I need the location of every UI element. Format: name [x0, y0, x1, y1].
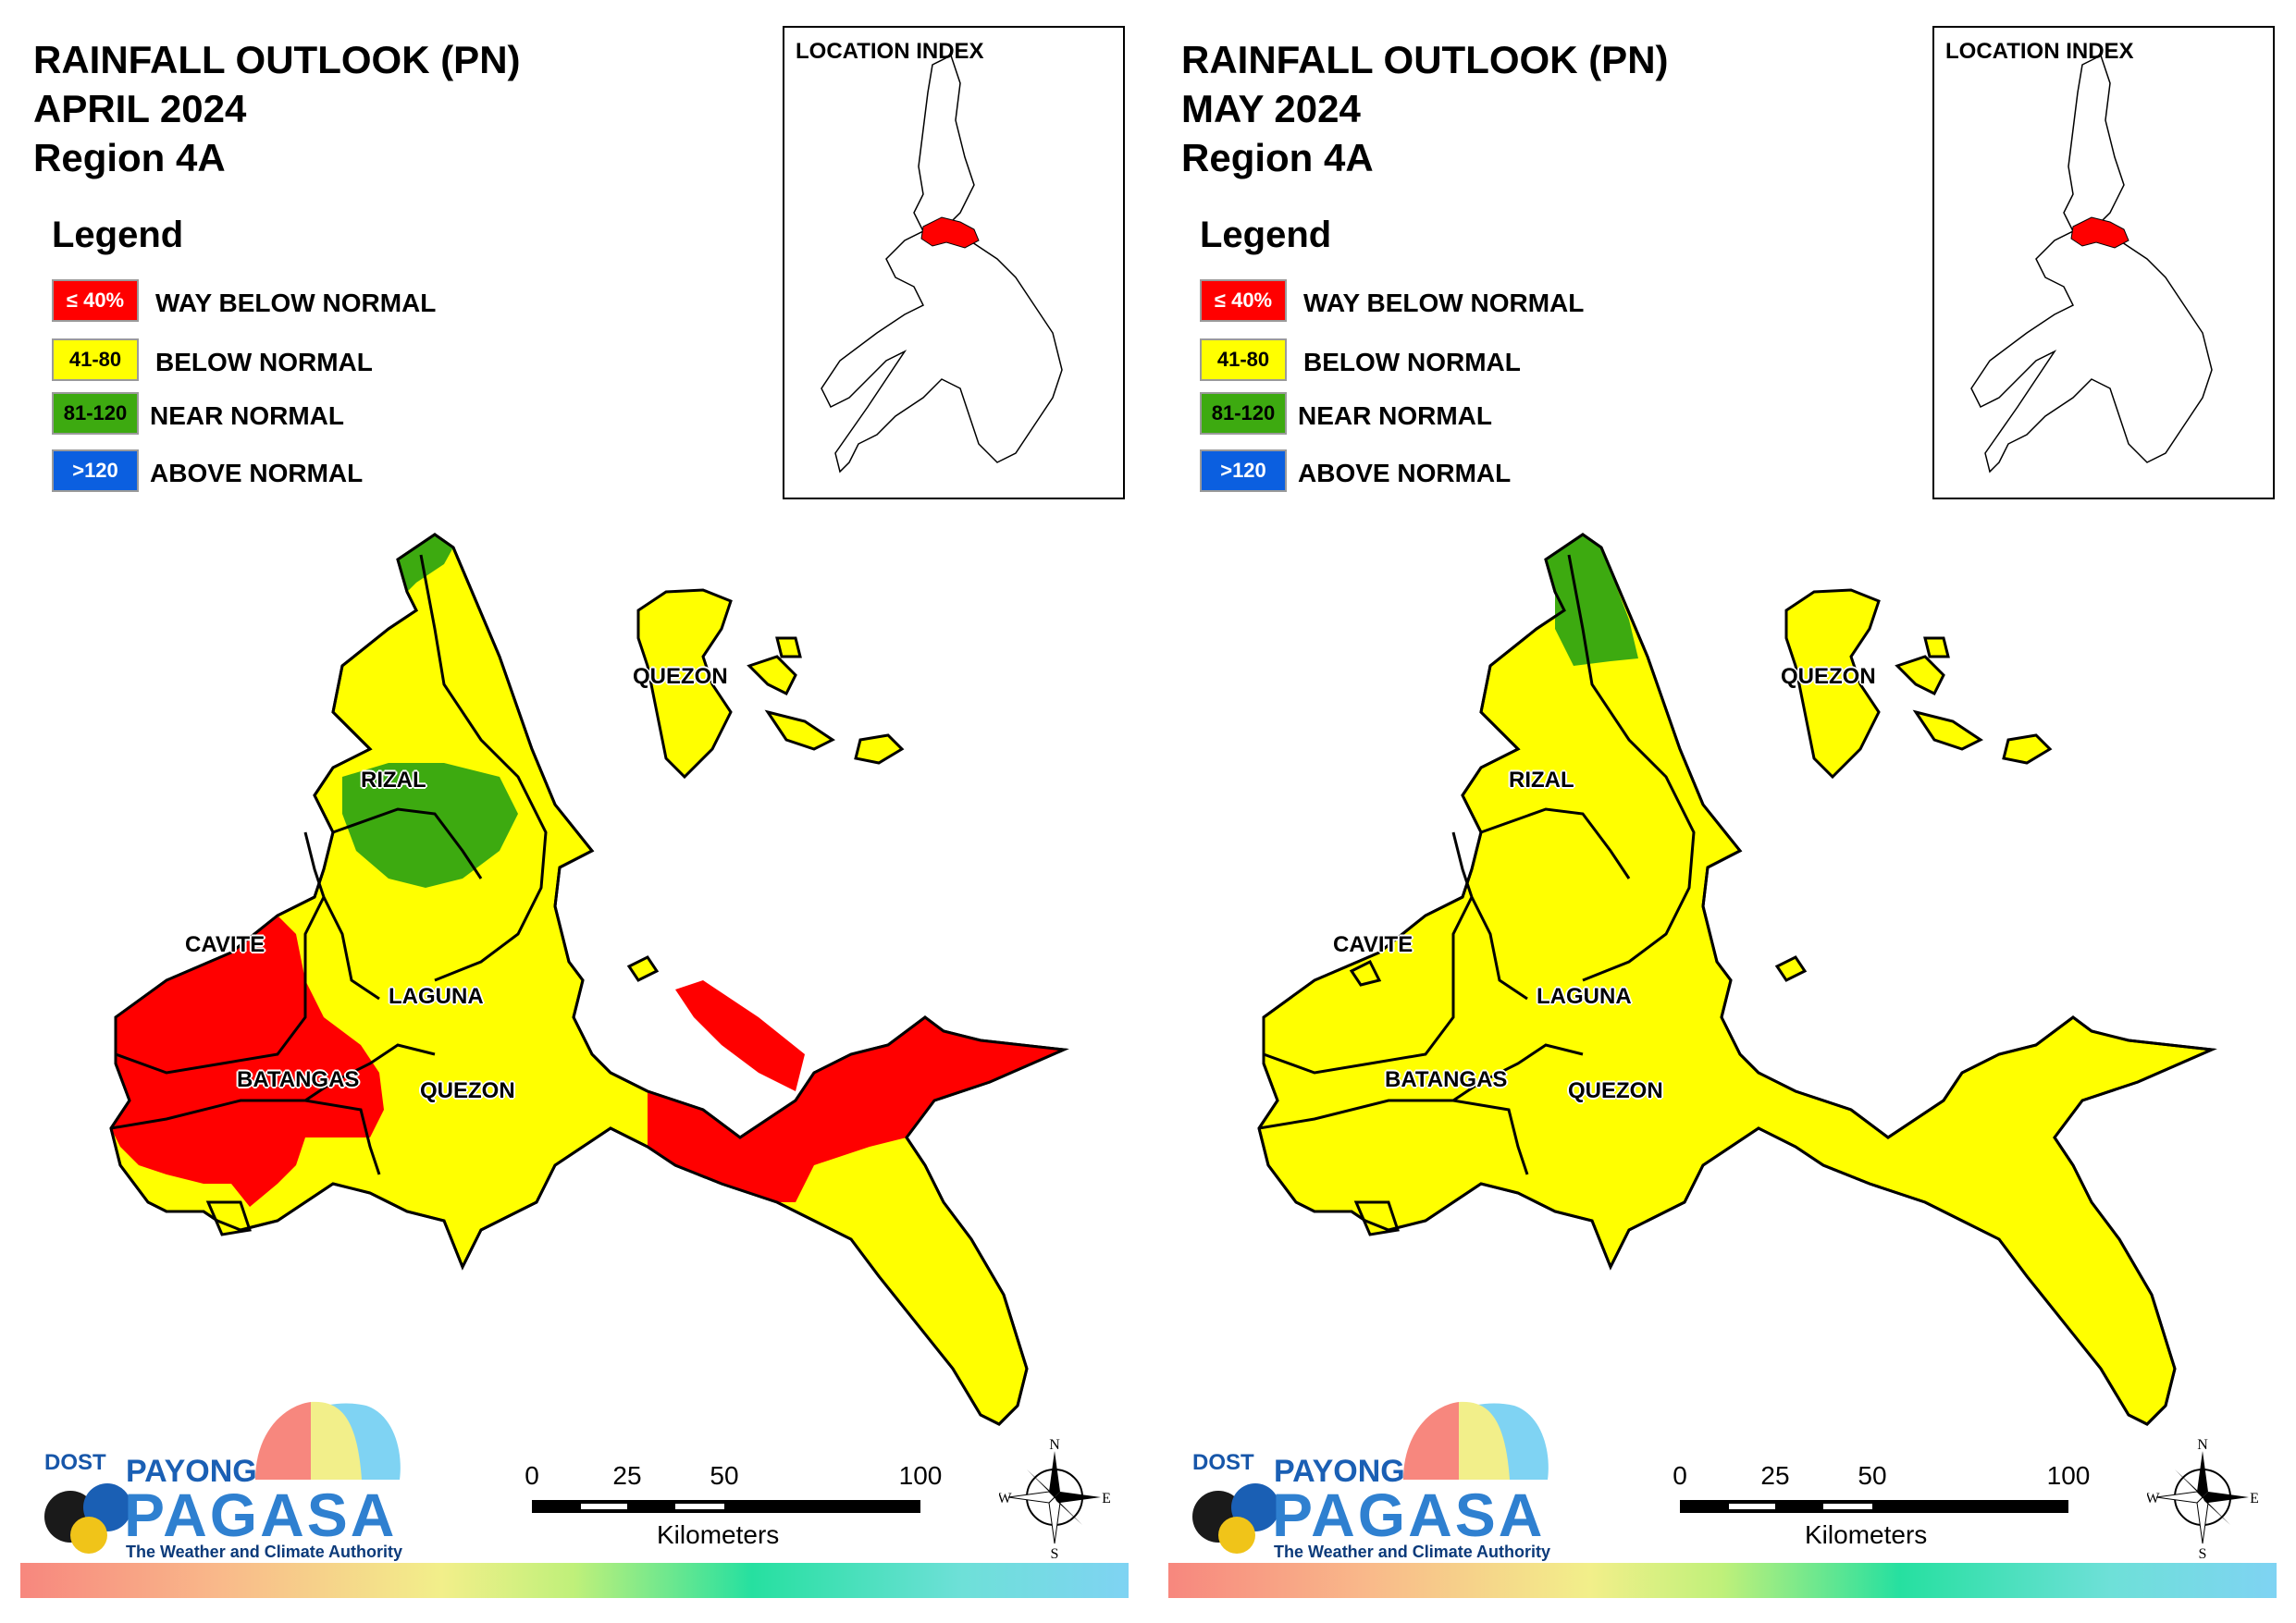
compass-e: E: [1102, 1491, 1110, 1506]
legend-label: ABOVE NORMAL: [150, 459, 364, 487]
umbrella-icon: [1192, 1401, 1549, 1554]
near-normal-north-tip: [398, 535, 453, 592]
logo-dost-text: DOST: [1192, 1450, 1254, 1475]
location-index-map: LOCATION INDEX: [783, 26, 1125, 499]
legend-swatch: ≤ 40%: [52, 279, 139, 322]
compass-w: W: [2147, 1491, 2160, 1506]
place-label-quezon-south: QUEZON: [420, 1078, 515, 1103]
place-label-laguna: LAGUNA: [389, 984, 484, 1009]
payong-pagasa-logo: DOST PAYONG PAGASA The Weather and Clima…: [33, 1387, 403, 1563]
legend-label: ABOVE NORMAL: [1298, 459, 1512, 487]
scale-bar: 0 25 50 100 Kilometers: [1666, 1461, 2092, 1563]
place-label-rizal: RIZAL: [361, 768, 426, 793]
compass-s: S: [2199, 1546, 2207, 1558]
way-below-normal-cavite-batangas: [111, 916, 384, 1207]
title-line-3: Region 4A: [1181, 136, 1374, 179]
scale-tick-label: 0: [525, 1461, 539, 1490]
compass-w: W: [999, 1491, 1012, 1506]
rainfall-map: [1257, 533, 2214, 1426]
logo-tagline: The Weather and Climate Authority: [1274, 1543, 1551, 1561]
legend-label: BELOW NORMAL: [155, 348, 373, 376]
way-below-normal-quezon-south: [648, 1017, 1064, 1202]
place-label-quezon-south: QUEZON: [1568, 1078, 1663, 1103]
compass-e: E: [2250, 1491, 2258, 1506]
legend-title: Legend: [1200, 215, 1332, 255]
rainfall-map: [109, 533, 1066, 1426]
place-label-laguna: LAGUNA: [1537, 984, 1632, 1009]
title-line-2: MAY 2024: [1181, 87, 1361, 130]
scale-bar: 0 25 50 100 Kilometers: [518, 1461, 944, 1563]
scale-unit-label: Kilometers: [1805, 1520, 1928, 1549]
location-index-title: LOCATION INDEX: [796, 39, 984, 64]
location-index-map: LOCATION INDEX: [1932, 26, 2275, 499]
compass-s: S: [1051, 1546, 1059, 1558]
compass-rose: N S E W: [997, 1437, 1110, 1563]
legend-swatch: 41-80: [1200, 338, 1287, 381]
legend-swatch: 41-80: [52, 338, 139, 381]
title-line-1: RAINFALL OUTLOOK (PN): [33, 38, 521, 81]
payong-pagasa-logo: DOST PAYONG PAGASA The Weather and Clima…: [1181, 1387, 1551, 1563]
scale-unit-label: Kilometers: [657, 1520, 780, 1549]
place-label-batangas: BATANGAS: [1385, 1067, 1508, 1092]
location-index-title: LOCATION INDEX: [1945, 39, 2134, 64]
title-line-2: APRIL 2024: [33, 87, 247, 130]
legend-label: WAY BELOW NORMAL: [1303, 289, 1585, 317]
legend-label: NEAR NORMAL: [1298, 401, 1492, 430]
logo-tagline: The Weather and Climate Authority: [126, 1543, 403, 1561]
legend-swatch: ≤ 40%: [1200, 279, 1287, 322]
compass-n: N: [1049, 1438, 1060, 1453]
legend-swatch: 81-120: [52, 392, 139, 435]
title-line-1: RAINFALL OUTLOOK (PN): [1181, 38, 1669, 81]
way-below-normal-bondoc-island: [675, 980, 805, 1091]
compass-icon: N S E W: [2145, 1437, 2258, 1562]
legend-swatch: >120: [52, 449, 139, 492]
scale-tick-label: 50: [1858, 1461, 1887, 1490]
legend-label: BELOW NORMAL: [1303, 348, 1521, 376]
place-label-rizal: RIZAL: [1509, 768, 1574, 793]
region-below-normal-area: [1257, 533, 2214, 1426]
compass-rose: N S E W: [2145, 1437, 2258, 1563]
title-line-3: Region 4A: [33, 136, 226, 179]
map-title: RAINFALL OUTLOOK (PN) APRIL 2024 Region …: [33, 35, 521, 182]
place-label-quezon-north: QUEZON: [633, 664, 728, 689]
logo-dost-text: DOST: [44, 1450, 106, 1475]
scale-tick-label: 100: [2046, 1461, 2091, 1490]
scale-tick-label: 0: [1673, 1461, 1687, 1490]
map-title: RAINFALL OUTLOOK (PN) MAY 2024 Region 4A: [1181, 35, 1669, 182]
legend-label: NEAR NORMAL: [150, 401, 344, 430]
scale-tick-label: 25: [1760, 1461, 1790, 1490]
color-gradient-bar: [1168, 1563, 2277, 1598]
legend-title: Legend: [52, 215, 184, 255]
umbrella-icon: [44, 1401, 401, 1554]
scale-tick-label: 100: [898, 1461, 943, 1490]
philippines-index-map: [821, 54, 1063, 473]
logo-payong-text: PAYONG: [1274, 1454, 1405, 1489]
legend-swatch: 81-120: [1200, 392, 1287, 435]
logo-pagasa-text: PAGASA: [1272, 1481, 1546, 1549]
color-gradient-bar: [20, 1563, 1129, 1598]
logo-pagasa-text: PAGASA: [124, 1481, 398, 1549]
legend-swatch: >120: [1200, 449, 1287, 492]
compass-icon: N S E W: [997, 1437, 1110, 1562]
outlook-panel-may: RAINFALL OUTLOOK (PN) MAY 2024 Region 4A…: [1148, 0, 2296, 1623]
place-label-cavite: CAVITE: [185, 932, 265, 957]
near-normal-rizal-zone: [342, 763, 518, 888]
outlook-panel-april: RAINFALL OUTLOOK (PN) APRIL 2024 Region …: [20, 26, 1129, 1598]
scale-tick-label: 25: [612, 1461, 642, 1490]
place-label-quezon-north: QUEZON: [1781, 664, 1876, 689]
scale-bar-graphic: [532, 1500, 920, 1513]
scale-tick-label: 50: [710, 1461, 739, 1490]
compass-n: N: [2197, 1438, 2208, 1453]
logo-payong-text: PAYONG: [126, 1454, 257, 1489]
near-normal-north-zone: [1546, 535, 1638, 666]
philippines-index-map: [1970, 54, 2213, 473]
place-label-cavite: CAVITE: [1333, 932, 1413, 957]
scale-bar-graphic: [1680, 1500, 2068, 1513]
legend-label: WAY BELOW NORMAL: [155, 289, 437, 317]
place-label-batangas: BATANGAS: [237, 1067, 360, 1092]
